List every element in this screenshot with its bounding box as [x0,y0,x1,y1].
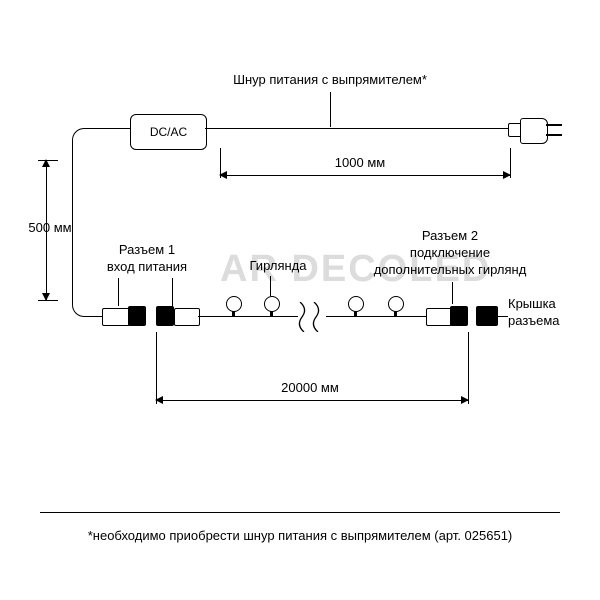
leader [498,316,508,317]
dim-1000 [220,175,510,176]
leader [452,282,453,304]
footer-line [40,512,560,513]
wire-top-left [86,128,130,129]
break-mark [312,302,326,332]
plug-prong [546,134,562,136]
break-mark [298,302,312,332]
dim-20000-label: 20000 мм [260,380,360,397]
powercord-label: Шнур питания с выпрямителем* [200,72,460,89]
conn2-line2: подключение [410,245,490,260]
dim-1000-label: 1000 мм [300,155,420,172]
wire-corner-top [72,128,87,143]
wire-top-right [205,128,510,129]
leader [118,278,119,306]
cap-label: Крышка разъема [508,296,578,330]
bulb [388,296,404,312]
wire-corner-bottom [72,302,87,317]
dcac-box: DC/AC [130,114,207,150]
conn1b-outer [174,308,200,326]
garland-wire-1 [198,316,298,317]
plug [520,118,548,144]
leader [270,276,271,296]
cap-line1: Крышка [508,296,556,311]
conn1-outer [102,308,130,326]
diagram-canvas: { "colors":{"stroke":"#000000","bg":"#ff… [0,0,600,600]
conn2-line1: Разъем 2 [422,228,478,243]
conn2-body [450,306,468,326]
conn1b-body [156,306,174,326]
garland-label: Гирлянда [238,258,318,275]
bulb [226,296,242,312]
garland-wire-2 [326,316,426,317]
conn1-label: Разъем 1 вход питания [92,242,202,276]
cap-line2: разъема [508,313,560,328]
ext-line [156,332,157,404]
conn1-line2: вход питания [107,259,187,274]
conn2-line3: дополнительных гирлянд [374,262,527,277]
footnote: *необходимо приобрести шнур питания с вы… [0,528,600,543]
conn2-outer [426,308,452,326]
conn2-label: Разъем 2 подключение дополнительных гирл… [350,228,550,279]
leader [330,92,331,127]
leader [172,278,173,306]
ext-line [468,332,469,404]
plug-prong [546,124,562,126]
conn1-line1: Разъем 1 [119,242,175,257]
bulb [348,296,364,312]
conn1-body [128,306,146,326]
cap-body [476,306,498,326]
bulb [264,296,280,312]
dim-20000 [156,400,468,401]
dim-500-label: 500 мм [20,220,80,237]
